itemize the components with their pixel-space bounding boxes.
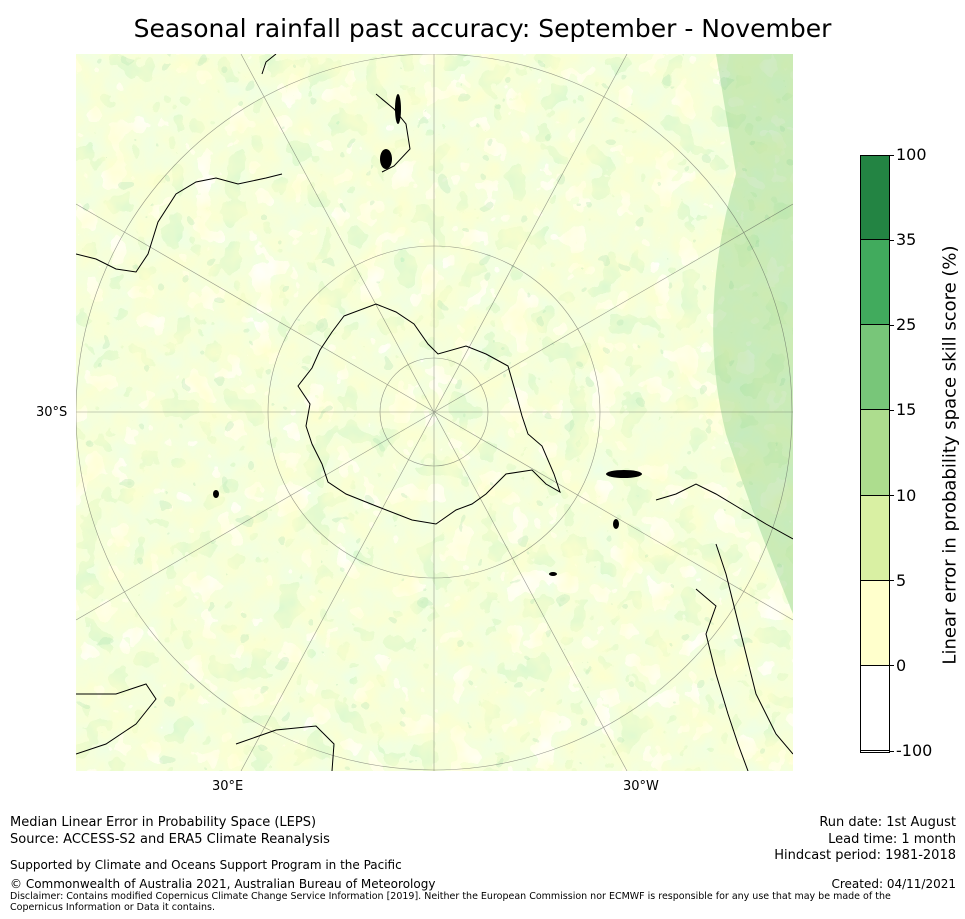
colorbar-outline xyxy=(860,155,890,753)
longitude-label-west: 30°W xyxy=(623,779,659,794)
colorbar xyxy=(860,155,890,753)
colorbar-tick-label: 0 xyxy=(888,655,907,675)
footer-disclaimer: Disclaimer: Contains modified Copernicus… xyxy=(10,891,891,913)
coastlines xyxy=(76,54,793,771)
colorbar-tick-label: 5 xyxy=(888,570,907,590)
footer-lead-time: Lead time: 1 month xyxy=(828,832,956,847)
map-title: Seasonal rainfall past accuracy: Septemb… xyxy=(133,14,832,43)
colorbar-tick-label: 100 xyxy=(889,145,927,164)
map-canvas xyxy=(76,54,793,771)
colorbar-label: Linear error in probability space skill … xyxy=(939,245,961,665)
colorbar-tick-label: 35 xyxy=(888,230,917,250)
footer-run-date: Run date: 1st August xyxy=(819,815,956,830)
footer-hindcast: Hindcast period: 1981-2018 xyxy=(774,848,956,863)
colorbar-tick-label: -100 xyxy=(888,741,933,760)
graticule xyxy=(76,54,793,771)
high-skill-band xyxy=(713,54,793,614)
colorbar-tick-label: 10 xyxy=(888,485,917,505)
longitude-label-east: 30°E xyxy=(212,779,244,794)
footer-support: Supported by Climate and Oceans Support … xyxy=(10,858,402,872)
colorbar-tick-label: 15 xyxy=(888,400,917,420)
footer-copyright: © Commonwealth of Australia 2021, Austra… xyxy=(10,877,436,891)
polar-map xyxy=(76,54,793,771)
colorbar-segment xyxy=(860,410,890,496)
footer-leps: Median Linear Error in Probability Space… xyxy=(10,815,317,830)
colorbar-segment xyxy=(860,665,890,751)
skill-field-overlay xyxy=(76,54,793,771)
colorbar-tick-label: 25 xyxy=(888,315,917,335)
footer-source: Source: ACCESS-S2 and ERA5 Climate Reana… xyxy=(10,832,330,847)
islands xyxy=(213,94,642,576)
footer-created: Created: 04/11/2021 xyxy=(831,877,956,891)
latitude-label: 30°S xyxy=(36,405,68,420)
